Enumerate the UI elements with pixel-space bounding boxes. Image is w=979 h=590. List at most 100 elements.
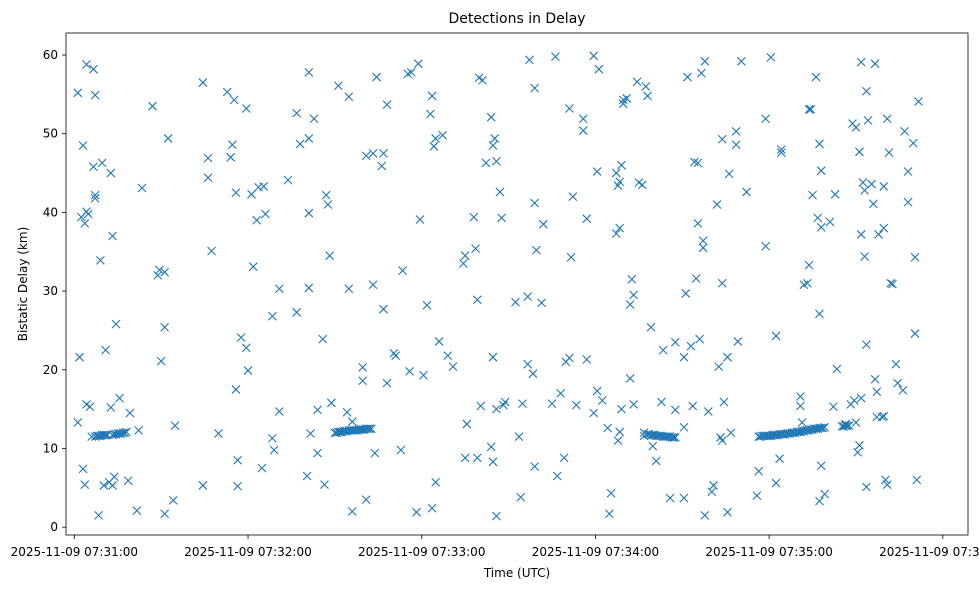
data-point xyxy=(882,480,892,490)
x-tick-label: 2025-11-09 07:36:00 xyxy=(879,545,979,559)
data-point xyxy=(73,88,83,98)
data-point xyxy=(855,147,864,157)
data-point xyxy=(693,158,703,168)
data-point xyxy=(252,215,262,225)
data-point xyxy=(606,488,616,498)
data-point xyxy=(891,359,901,369)
data-point xyxy=(723,352,732,362)
data-point xyxy=(853,447,863,457)
data-point xyxy=(752,491,762,501)
data-point xyxy=(96,256,105,265)
data-point xyxy=(228,140,237,150)
data-point xyxy=(910,252,920,262)
data-point xyxy=(344,284,354,294)
data-point xyxy=(422,300,432,310)
data-point xyxy=(419,370,428,380)
data-point xyxy=(497,213,507,223)
data-point xyxy=(80,219,90,228)
data-point xyxy=(443,351,453,360)
data-point xyxy=(241,104,251,113)
x-tick-label: 2025-11-09 07:31:00 xyxy=(11,545,138,559)
data-point xyxy=(804,260,814,270)
data-point xyxy=(495,187,505,197)
data-point xyxy=(870,59,880,69)
data-point xyxy=(830,189,840,199)
data-point xyxy=(426,109,435,119)
data-point xyxy=(118,428,128,438)
x-axis-label: Time (UTC) xyxy=(483,566,550,580)
data-point xyxy=(488,457,498,467)
data-point xyxy=(370,448,380,458)
data-point xyxy=(754,466,764,476)
data-point xyxy=(134,425,143,435)
data-point xyxy=(582,355,592,364)
data-point xyxy=(611,168,621,178)
data-point xyxy=(815,139,824,149)
data-point xyxy=(867,179,876,189)
data-point xyxy=(304,208,314,218)
data-point xyxy=(888,279,897,289)
data-point xyxy=(816,166,826,176)
data-point xyxy=(879,223,889,233)
data-point xyxy=(99,481,109,490)
data-point xyxy=(323,200,333,209)
data-point xyxy=(679,422,689,432)
data-point xyxy=(346,425,355,435)
data-point xyxy=(670,405,680,415)
x-tick-label: 2025-11-09 07:33:00 xyxy=(358,545,485,559)
data-point xyxy=(313,405,322,415)
y-tick-label: 40 xyxy=(43,205,58,219)
data-point xyxy=(229,95,239,105)
data-point xyxy=(863,115,873,125)
data-point xyxy=(724,169,734,179)
data-point xyxy=(877,412,887,422)
y-tick-label: 0 xyxy=(50,520,58,534)
data-point xyxy=(460,453,470,463)
data-point xyxy=(203,173,213,183)
y-tick-label: 10 xyxy=(43,441,58,455)
data-point xyxy=(257,463,267,473)
data-point xyxy=(486,442,496,452)
y-axis-label: Bistatic Delay (km) xyxy=(16,227,30,342)
data-point xyxy=(578,126,588,135)
data-point xyxy=(910,329,920,338)
data-point xyxy=(101,345,110,355)
data-point xyxy=(283,175,293,185)
data-point xyxy=(651,456,661,466)
data-point xyxy=(589,51,599,61)
chart-title: Detections in Delay xyxy=(448,11,585,27)
data-point xyxy=(156,356,166,366)
data-point xyxy=(347,425,357,435)
data-point xyxy=(321,190,331,200)
data-point xyxy=(856,230,866,239)
data-point xyxy=(818,423,828,433)
data-point xyxy=(377,161,387,171)
data-point xyxy=(259,182,269,191)
data-point xyxy=(492,511,501,521)
data-point xyxy=(816,461,826,471)
data-point xyxy=(564,353,574,363)
data-point xyxy=(771,331,781,341)
data-point xyxy=(632,77,642,87)
data-point xyxy=(427,91,437,101)
data-point xyxy=(379,148,388,158)
data-point xyxy=(736,56,746,66)
data-point xyxy=(589,408,599,418)
data-point xyxy=(903,167,913,176)
data-point xyxy=(274,284,284,294)
data-point xyxy=(347,507,357,516)
data-point xyxy=(344,92,354,102)
data-point xyxy=(530,83,540,93)
data-point xyxy=(368,148,378,158)
data-point xyxy=(604,509,614,519)
data-point xyxy=(665,493,675,503)
data-point xyxy=(643,91,652,101)
data-point xyxy=(879,182,889,191)
data-point xyxy=(389,348,399,358)
data-point xyxy=(813,213,823,223)
data-point xyxy=(679,493,689,503)
data-point xyxy=(160,267,170,277)
data-point xyxy=(78,464,88,474)
data-point xyxy=(870,374,880,384)
data-point xyxy=(802,278,812,288)
